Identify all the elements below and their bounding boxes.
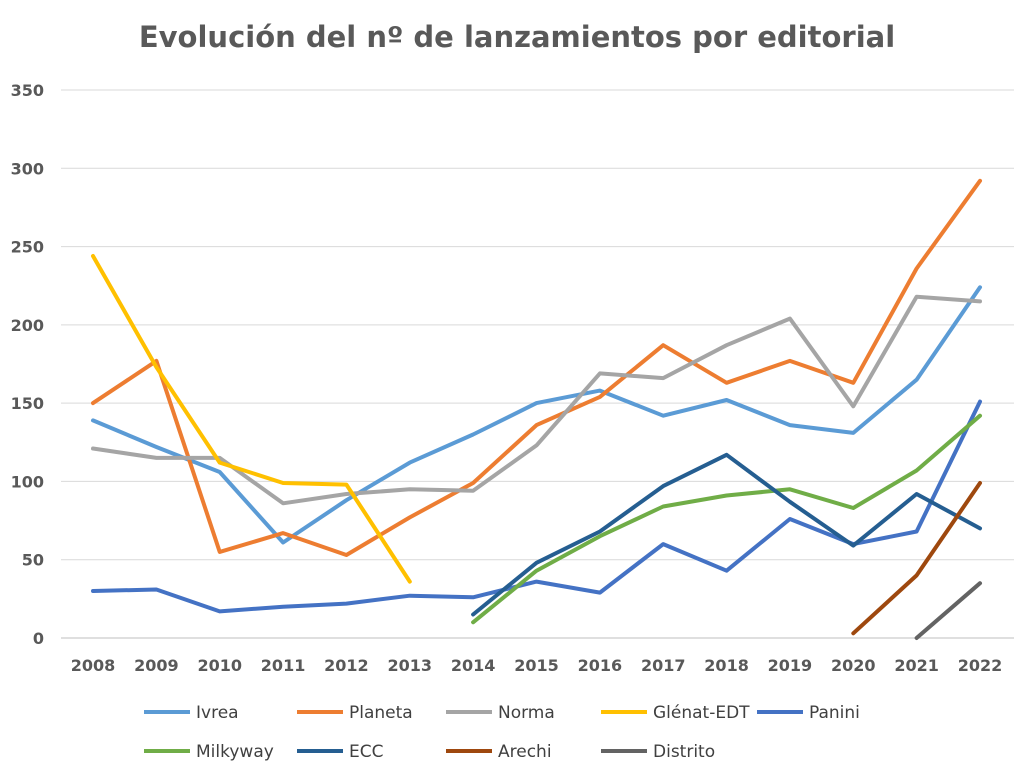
legend-label: Milkyway bbox=[196, 742, 274, 762]
legend-label: Panini bbox=[809, 703, 860, 723]
series-line-arechi bbox=[851, 481, 982, 636]
gridlines bbox=[61, 89, 1014, 639]
x-tick-label: 2013 bbox=[388, 656, 433, 675]
series-line-norma bbox=[91, 294, 982, 506]
x-tick-label: 2021 bbox=[894, 656, 939, 675]
x-tick-label: 2008 bbox=[71, 656, 116, 675]
x-tick-label: 2019 bbox=[768, 656, 813, 675]
x-tick-label: 2017 bbox=[641, 656, 686, 675]
y-tick-label: 50 bbox=[22, 551, 44, 570]
y-tick-label: 300 bbox=[11, 159, 44, 178]
legend-label: Arechi bbox=[498, 742, 552, 762]
y-tick-label: 100 bbox=[11, 472, 44, 491]
y-tick-label: 150 bbox=[11, 394, 44, 413]
x-tick-label: 2012 bbox=[324, 656, 369, 675]
legend-label: Ivrea bbox=[196, 703, 239, 723]
x-tick-label: 2009 bbox=[134, 656, 179, 675]
series-line-milkyway bbox=[471, 413, 982, 625]
x-tick-label: 2016 bbox=[578, 656, 623, 675]
legend: Ivrea Planeta Norma Glénat-EDT Panini Milkywa… bbox=[144, 703, 860, 762]
series-line-gl-nat-edt bbox=[91, 254, 412, 584]
x-tick-label: 2014 bbox=[451, 656, 496, 675]
y-tick-label: 350 bbox=[11, 81, 44, 100]
series-line-planeta bbox=[91, 178, 982, 557]
series-line-panini bbox=[91, 399, 982, 614]
y-tick-label: 250 bbox=[11, 238, 44, 257]
legend-label: Planeta bbox=[349, 703, 413, 723]
x-tick-label: 2015 bbox=[514, 656, 559, 675]
x-tick-label: 2018 bbox=[704, 656, 749, 675]
y-axis-ticks: 0 50 100 150 200 250 300 350 bbox=[11, 81, 44, 648]
legend-label: ECC bbox=[349, 742, 383, 762]
x-tick-label: 2022 bbox=[958, 656, 1003, 675]
series-line-ecc bbox=[471, 452, 982, 617]
y-tick-label: 0 bbox=[33, 629, 44, 648]
x-tick-label: 2020 bbox=[831, 656, 876, 675]
series-line-distrito bbox=[914, 581, 982, 640]
y-tick-label: 200 bbox=[11, 316, 44, 335]
x-tick-label: 2011 bbox=[261, 656, 306, 675]
x-tick-label: 2010 bbox=[197, 656, 242, 675]
legend-label: Norma bbox=[498, 703, 555, 723]
x-axis-ticks: 2008 2009 2010 2011 2012 2013 2014 2015 2016 2017… bbox=[71, 656, 1003, 675]
legend-label: Distrito bbox=[653, 742, 715, 762]
series-lines bbox=[91, 178, 982, 640]
series-line-ivrea bbox=[91, 285, 982, 545]
legend-label: Glénat-EDT bbox=[653, 703, 750, 723]
chart-title: Evolución del nº de lanzamientos por edi… bbox=[138, 20, 896, 54]
